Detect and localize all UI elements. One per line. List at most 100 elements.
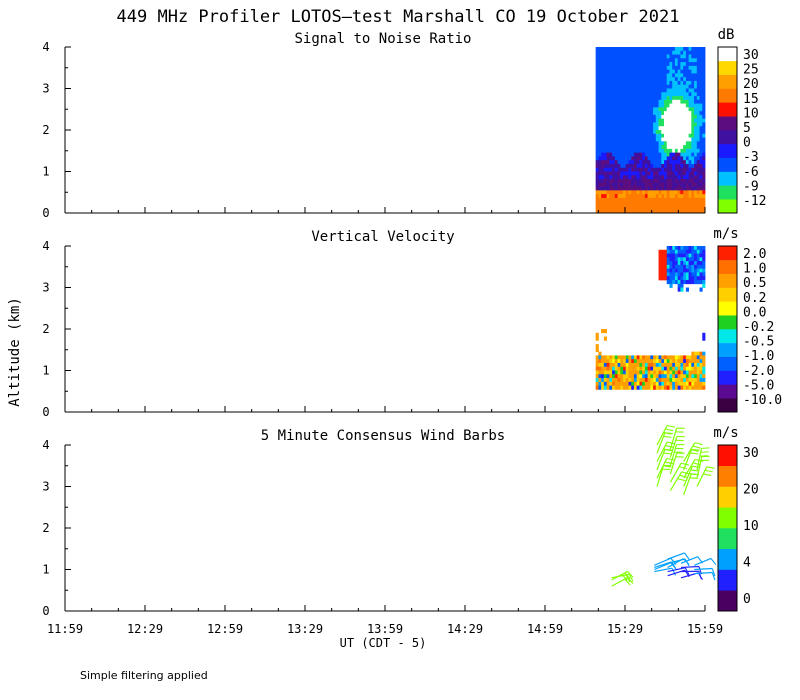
snr-cell <box>674 163 679 169</box>
snr-cell <box>694 88 698 93</box>
snr-cell <box>639 99 643 104</box>
snr-cell <box>625 118 629 123</box>
snr-cell <box>625 182 629 187</box>
snr-cell <box>612 65 616 71</box>
snr-cell <box>623 111 627 116</box>
snr-cell <box>666 111 670 116</box>
wind-barb-shaft <box>694 567 713 571</box>
snr-cell <box>661 133 665 138</box>
snr-cell <box>688 137 692 142</box>
snr-cell <box>639 107 643 112</box>
vv-cell <box>606 378 610 383</box>
vv-cell <box>694 374 698 379</box>
colorbar-label: 1.0 <box>743 262 766 277</box>
vv-cell <box>691 264 695 270</box>
vv-cell <box>694 246 698 251</box>
snr-cell <box>666 133 670 138</box>
vv-cell <box>653 378 657 383</box>
snr-cell <box>598 141 602 146</box>
snr-cell <box>614 47 618 52</box>
snr-cell <box>609 148 613 154</box>
vv-cell <box>664 257 668 262</box>
vv-cell <box>620 362 624 368</box>
snr-cell <box>666 194 670 199</box>
snr-cell <box>625 209 629 214</box>
vv-cell <box>699 246 703 251</box>
snr-cell <box>694 145 698 150</box>
snr-cell <box>683 160 687 165</box>
snr-cell <box>664 141 668 146</box>
vv-cell <box>658 264 662 270</box>
snr-cell <box>677 179 681 184</box>
snr-cell <box>628 179 632 184</box>
colorbar-swatch <box>718 465 737 487</box>
snr-cell <box>644 62 648 67</box>
colorbar-swatch <box>718 370 737 385</box>
snr-cell <box>633 182 638 187</box>
snr-cell <box>606 179 610 184</box>
colorbar-units: m/s <box>713 226 738 242</box>
snr-cell <box>617 171 621 176</box>
vv-cell <box>601 374 605 379</box>
snr-cell <box>688 175 692 180</box>
snr-cell <box>644 47 648 52</box>
snr-cell <box>601 160 605 165</box>
snr-cell <box>639 133 643 138</box>
snr-cell <box>628 194 632 199</box>
snr-cell <box>683 205 687 210</box>
vv-cell <box>696 366 700 371</box>
snr-cell <box>653 130 657 135</box>
snr-cell <box>633 171 638 176</box>
snr-cell <box>655 84 659 89</box>
vv-cell <box>631 362 635 368</box>
snr-cell <box>631 58 635 63</box>
snr-cell <box>650 77 654 82</box>
snr-cell <box>655 107 659 112</box>
snr-cell <box>628 62 632 67</box>
snr-cell <box>636 205 640 210</box>
snr-cell <box>661 152 665 157</box>
vv-cell <box>699 370 703 375</box>
snr-cell <box>691 80 695 86</box>
vv-cell <box>669 385 673 390</box>
snr-cell <box>598 156 602 161</box>
snr-cell <box>598 88 602 93</box>
snr-cell <box>691 114 695 120</box>
snr-cell <box>631 99 635 104</box>
x-tick-label: 11:59 <box>47 622 83 636</box>
snr-cell <box>666 73 670 78</box>
snr-cell <box>603 141 607 146</box>
vv-cell <box>691 374 695 379</box>
vv-cell <box>702 279 706 285</box>
snr-cell <box>691 201 695 206</box>
snr-cell <box>699 99 703 104</box>
snr-cell <box>702 145 706 150</box>
snr-cell <box>612 114 616 120</box>
snr-cell <box>672 190 676 195</box>
snr-cell <box>691 148 695 154</box>
snr-cell <box>636 194 640 199</box>
snr-cell <box>672 145 676 150</box>
snr-cell <box>683 47 687 52</box>
snr-cell <box>598 194 602 199</box>
vv-cell <box>623 374 627 379</box>
vv-cell <box>680 355 684 360</box>
colorbar-frame <box>717 444 738 612</box>
snr-cell <box>666 171 670 176</box>
snr-cell <box>691 175 695 180</box>
snr-cell <box>674 141 679 146</box>
snr-panel-title: Signal to Noise Ratio <box>294 31 471 47</box>
snr-cell <box>664 73 668 78</box>
snr-cell <box>658 69 662 74</box>
snr-cell <box>696 163 700 169</box>
snr-cell <box>636 111 640 116</box>
snr-cell <box>647 73 651 78</box>
snr-cell <box>642 194 646 199</box>
snr-cell <box>688 54 692 59</box>
snr-cell <box>617 209 621 214</box>
snr-cell <box>685 92 689 97</box>
vv-cell <box>653 359 657 364</box>
snr-cell <box>631 122 635 127</box>
snr-cell <box>601 84 605 89</box>
snr-cell <box>620 209 624 214</box>
